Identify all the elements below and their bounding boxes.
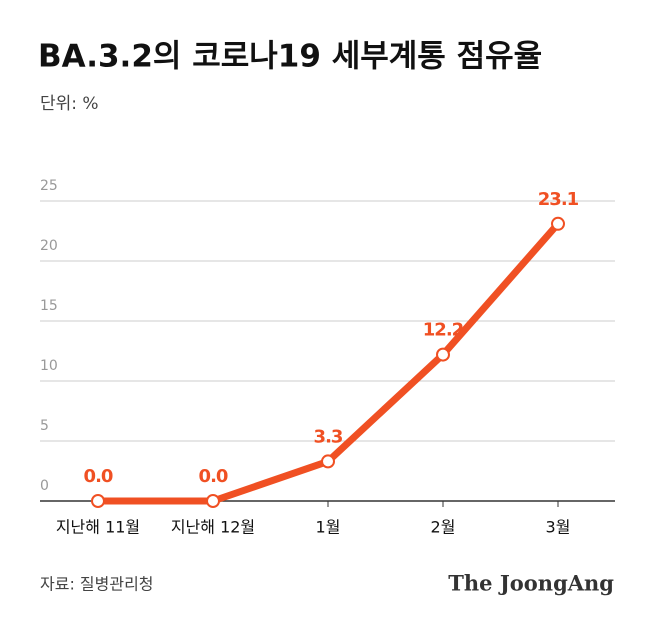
value-label: 12.2 bbox=[423, 320, 463, 341]
chart-subtitle: 단위: % bbox=[40, 94, 99, 114]
x-tick-label: 1월 bbox=[316, 518, 341, 537]
y-tick-label: 15 bbox=[40, 298, 58, 314]
x-tick-label: 지난해 11월 bbox=[56, 518, 140, 537]
y-tick-label: 0 bbox=[40, 478, 49, 494]
brand: The JoongAng bbox=[448, 571, 614, 596]
value-label: 0.0 bbox=[199, 466, 228, 487]
chart-title: BA.3.2의 코로나19 세부계통 점유율 bbox=[38, 39, 542, 75]
point bbox=[321, 454, 335, 469]
point bbox=[206, 494, 220, 508]
value-label: 3.3 bbox=[314, 426, 343, 447]
point bbox=[551, 216, 565, 231]
point bbox=[91, 494, 105, 508]
source: 자료: 질병관리청 bbox=[40, 575, 154, 594]
y-tick-label: 25 bbox=[40, 178, 58, 194]
value-label: 23.1 bbox=[538, 189, 579, 210]
y-tick-label: 10 bbox=[40, 358, 58, 374]
x-tick-label: 지난해 12월 bbox=[171, 518, 255, 537]
y-tick-label: 20 bbox=[40, 238, 58, 254]
value-label: 0.0 bbox=[84, 466, 113, 487]
x-tick-label: 2월 bbox=[431, 518, 456, 537]
x-tick-label: 3월 bbox=[546, 518, 571, 537]
y-tick-label: 5 bbox=[40, 418, 49, 434]
point bbox=[436, 347, 450, 362]
